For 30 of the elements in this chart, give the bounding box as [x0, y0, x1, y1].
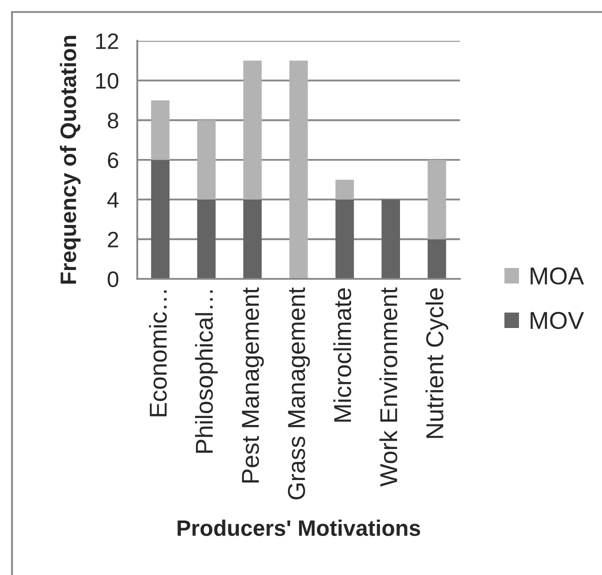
y-tick-label: 10 [96, 73, 118, 89]
x-tick-label: Economic… [148, 290, 167, 416]
x-tick-label: Work Environment [379, 287, 398, 487]
bar [151, 160, 170, 279]
legend-label: MOV [530, 312, 584, 330]
bar [243, 60, 262, 200]
y-tick-label: 4 [107, 192, 119, 208]
x-axis-title: Producers' Motivations [178, 520, 420, 536]
legend-label: MOA [530, 267, 584, 285]
bar [428, 239, 446, 279]
y-tick-label: 12 [96, 33, 118, 49]
x-tick-label: Pest Management [242, 287, 264, 482]
bar [289, 60, 308, 279]
bar [197, 120, 216, 200]
bar [382, 200, 400, 279]
y-tick-label: 0 [108, 271, 118, 288]
bar [151, 100, 170, 160]
x-tick-label: Microclimate [333, 288, 352, 422]
bar [428, 160, 446, 240]
x-tick-label: Philosophical… [195, 290, 218, 453]
bar [335, 200, 354, 279]
y-axis-title: Frequency of Quotation [60, 36, 81, 284]
bar [243, 200, 262, 279]
y-tick-label: 8 [108, 112, 118, 128]
bar [335, 180, 354, 200]
x-tick-label: Nutrient Cycle [426, 288, 448, 438]
bar [197, 200, 216, 279]
y-tick-label: 2 [108, 232, 118, 248]
x-tick-label: Grass Management [288, 287, 310, 500]
y-tick-label: 6 [108, 152, 118, 168]
